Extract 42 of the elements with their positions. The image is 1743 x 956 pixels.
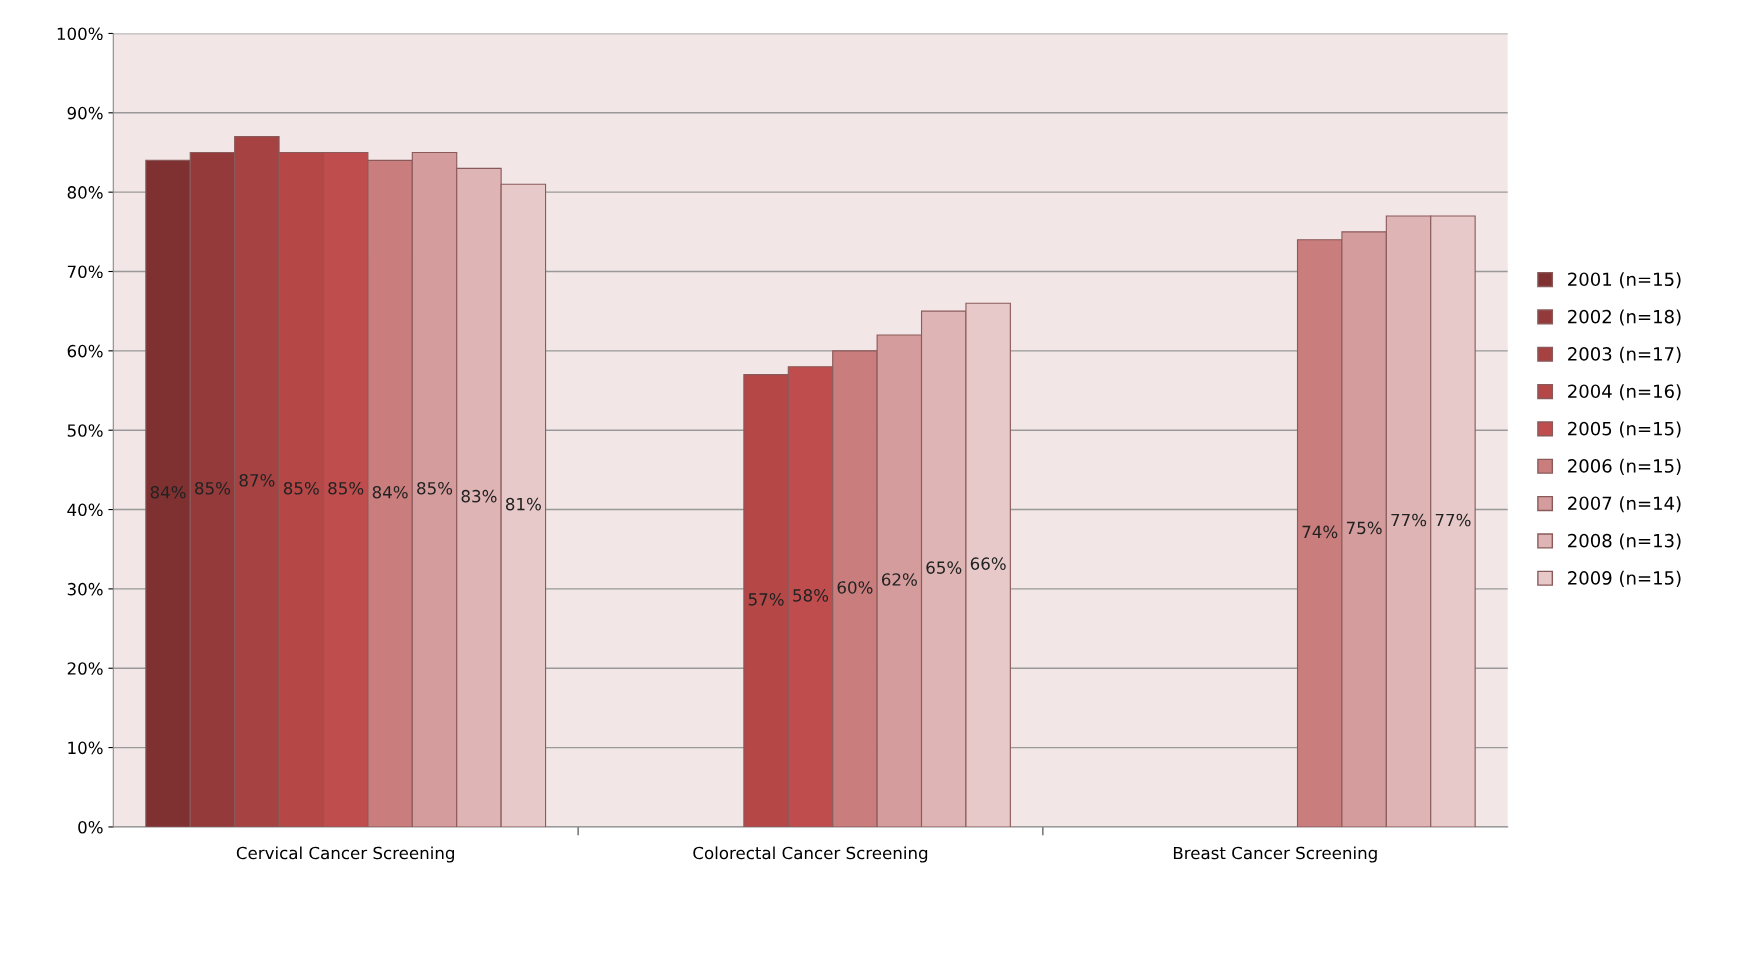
x-tick-label: Colorectal Cancer Screening	[693, 846, 928, 863]
y-tick-label: 40%	[67, 503, 103, 517]
legend-label: 2006 (n=15)	[1568, 458, 1681, 475]
y-tick-label: 10%	[68, 741, 103, 755]
data-label: 84%	[372, 485, 408, 499]
data-label: 57%	[748, 593, 784, 606]
data-label: 85%	[195, 481, 231, 495]
y-tick-label: 60%	[67, 344, 103, 358]
y-tick-label: 80%	[67, 186, 103, 199]
y-tick-label: 0%	[78, 820, 103, 834]
legend-label: 2001 (n=15)	[1568, 272, 1681, 289]
data-label: 81%	[505, 497, 541, 511]
legend-label: 2008 (n=13)	[1568, 533, 1681, 550]
data-label: 60%	[837, 581, 873, 594]
x-tick-label: Breast Cancer Screening	[1173, 846, 1377, 863]
legend-label: 2004 (n=16)	[1568, 384, 1681, 401]
legend-label: 2003 (n=17)	[1568, 346, 1681, 363]
legend-label: 2007 (n=14)	[1568, 496, 1681, 513]
data-label: 85%	[417, 481, 453, 495]
data-label: 83%	[461, 489, 497, 503]
y-tick-label: 50%	[67, 424, 103, 437]
data-label: 87%	[239, 474, 275, 487]
data-label: 74%	[1302, 525, 1338, 539]
data-label: 84%	[150, 485, 186, 499]
data-label: 85%	[283, 481, 319, 495]
data-label: 75%	[1346, 521, 1382, 535]
data-label: 77%	[1435, 513, 1471, 527]
legend-label: 2009 (n=15)	[1568, 570, 1681, 587]
data-label: 58%	[793, 589, 829, 602]
x-tick-label: Cervical Cancer Screening	[236, 846, 454, 863]
legend-label: 2005 (n=15)	[1568, 421, 1681, 438]
data-label: 62%	[881, 573, 917, 586]
data-label: 66%	[970, 557, 1006, 570]
y-tick-label: 90%	[67, 106, 103, 120]
y-tick-label: 30%	[67, 582, 103, 596]
y-tick-label: 20%	[67, 662, 103, 675]
y-tick-label: 70%	[67, 265, 103, 279]
data-label: 65%	[926, 561, 962, 574]
legend-label: 2002 (n=18)	[1568, 309, 1681, 326]
y-tick-label: 100%	[57, 27, 103, 41]
data-label: 85%	[328, 481, 364, 495]
data-label: 77%	[1391, 513, 1427, 527]
